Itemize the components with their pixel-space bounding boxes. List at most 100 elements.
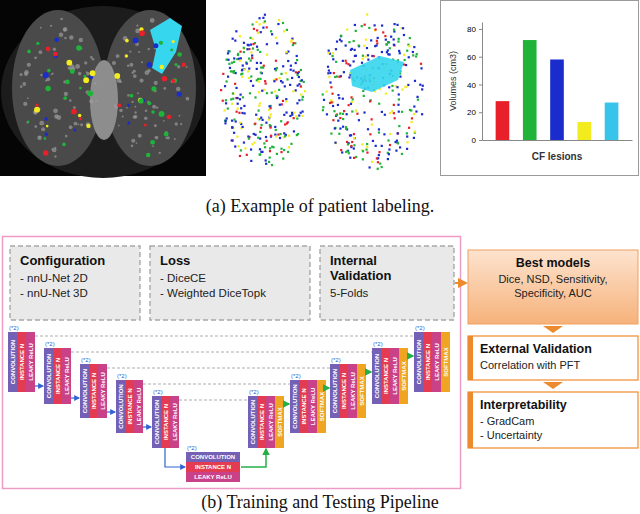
config-box-title: Loss bbox=[160, 253, 190, 268]
layer-strip bbox=[17, 332, 26, 392]
render-voxel bbox=[270, 30, 272, 32]
ct-vessel bbox=[34, 125, 37, 128]
ct-vessel bbox=[53, 108, 58, 113]
render-voxel bbox=[329, 81, 331, 83]
render-voxel bbox=[376, 157, 378, 159]
render-voxel bbox=[348, 152, 350, 154]
layer-strip bbox=[317, 380, 326, 433]
render-voxel bbox=[409, 37, 411, 39]
render-voxel bbox=[301, 115, 303, 117]
render-voxel bbox=[401, 88, 403, 90]
layer-label: INSTANCE N bbox=[195, 464, 231, 470]
render-voxel bbox=[269, 157, 271, 159]
render-voxel bbox=[408, 56, 410, 58]
render-voxel bbox=[269, 147, 271, 149]
render-voxel bbox=[227, 107, 229, 109]
render-voxel bbox=[393, 29, 395, 31]
render-voxel bbox=[362, 58, 364, 60]
render-voxel bbox=[276, 42, 278, 44]
ct-vessel bbox=[50, 25, 52, 27]
render-voxel bbox=[234, 145, 236, 147]
unet-bottleneck: CONVOLUTIONINSTANCE NLEAKY ReLU(*2) bbox=[186, 445, 240, 482]
render-voxel bbox=[353, 157, 355, 159]
ct-lesion bbox=[167, 115, 172, 120]
ct-vessel bbox=[73, 122, 77, 126]
render-voxel bbox=[224, 85, 226, 87]
render-voxel bbox=[250, 160, 252, 162]
render-voxel bbox=[342, 118, 344, 120]
ct-lesion bbox=[177, 92, 182, 97]
ct-lesion bbox=[47, 69, 51, 73]
render-voxel bbox=[247, 44, 249, 46]
render-voxel bbox=[280, 151, 282, 153]
render-voxel bbox=[394, 117, 396, 119]
ct-vessel bbox=[63, 28, 67, 32]
ct-vessel bbox=[129, 63, 133, 67]
unet-block: CONVOLUTIONINSTANCE NLEAKY ReLUSOFTMAX(*… bbox=[414, 325, 450, 392]
ct-lesion bbox=[64, 96, 68, 100]
repeat-label: (*2) bbox=[291, 373, 301, 379]
layer-label: INSTANCE N bbox=[425, 344, 431, 380]
figure: 020406080Volumes (cm3)CF lesions(a) Exam… bbox=[0, 0, 640, 514]
ct-vessel bbox=[27, 97, 29, 99]
render-voxel bbox=[239, 155, 241, 157]
caption-b: (b) Training and Testing Pipeline bbox=[201, 492, 438, 513]
ct-lesion bbox=[160, 65, 165, 70]
repeat-label: (*2) bbox=[249, 389, 259, 395]
render-voxel bbox=[398, 93, 400, 95]
render-voxel bbox=[358, 44, 360, 46]
repeat-label: (*2) bbox=[153, 389, 163, 395]
ct-lesion bbox=[172, 40, 175, 43]
render-voxel bbox=[365, 149, 367, 151]
render-voxel bbox=[345, 62, 347, 64]
layer-strip bbox=[89, 364, 98, 418]
result-box-item: Dice, NSD, Sensitivity, bbox=[498, 273, 607, 285]
render-voxel bbox=[384, 114, 386, 116]
render-voxel bbox=[334, 127, 336, 129]
ct-vessel bbox=[68, 66, 71, 69]
ct-vessel bbox=[136, 142, 138, 144]
repeat-label: (*2) bbox=[187, 445, 197, 451]
layer-strip bbox=[44, 348, 53, 404]
render-voxel bbox=[389, 133, 391, 135]
render-voxel bbox=[243, 68, 245, 70]
render-voxel bbox=[271, 92, 273, 94]
layer-strip bbox=[290, 380, 299, 433]
ct-lesion bbox=[74, 129, 77, 132]
render-voxel bbox=[258, 17, 260, 19]
ct-vessel bbox=[138, 134, 142, 138]
render-voxel bbox=[364, 55, 366, 57]
render-voxel bbox=[393, 112, 395, 114]
render-voxel bbox=[326, 90, 328, 92]
render-voxel bbox=[339, 112, 341, 114]
render-voxel bbox=[387, 41, 389, 43]
render-voxel bbox=[246, 48, 248, 50]
layer-strip bbox=[339, 364, 348, 418]
render-voxel bbox=[239, 35, 241, 37]
up-arrow bbox=[326, 387, 329, 389]
render-voxel bbox=[406, 135, 408, 137]
render-voxel bbox=[411, 117, 413, 119]
layer-strip bbox=[186, 462, 240, 472]
ct-vessel bbox=[37, 136, 42, 141]
render-3d bbox=[220, 13, 424, 169]
render-voxel bbox=[240, 149, 242, 151]
render-voxel bbox=[293, 112, 295, 114]
layer-strip bbox=[414, 332, 423, 392]
ct-vessel bbox=[69, 125, 73, 129]
render-voxel bbox=[334, 142, 336, 144]
ct-vessel bbox=[59, 32, 64, 37]
skip-connection bbox=[179, 400, 248, 401]
render-voxel bbox=[284, 123, 286, 125]
y-axis: 020406080 bbox=[467, 23, 482, 146]
ct-lesion bbox=[53, 52, 58, 57]
render-voxel bbox=[260, 117, 262, 119]
render-voxel bbox=[296, 59, 298, 61]
render-voxel bbox=[328, 69, 330, 71]
render-voxel bbox=[339, 117, 341, 119]
render-voxel bbox=[259, 23, 261, 25]
ct-lesion bbox=[164, 132, 169, 137]
render-voxel bbox=[247, 135, 249, 137]
render-voxel bbox=[243, 48, 245, 50]
ct-lesion bbox=[153, 43, 158, 48]
